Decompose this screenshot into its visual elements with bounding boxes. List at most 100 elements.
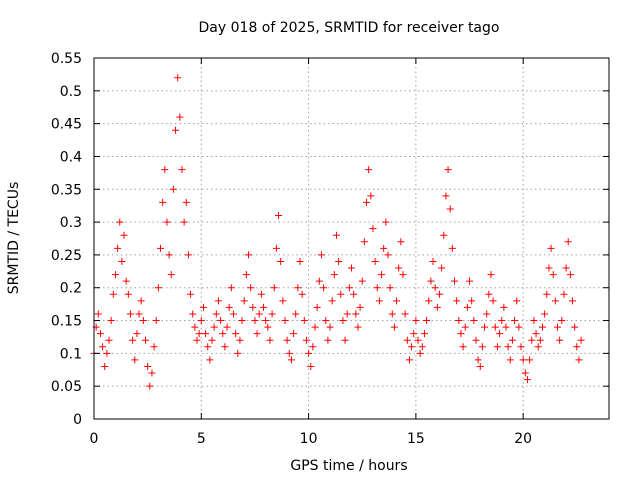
data-point [101,362,109,370]
data-point [195,330,203,338]
data-point [129,336,137,344]
data-point [172,126,180,134]
data-point [440,231,448,239]
data-point [298,290,306,298]
data-point [519,356,527,364]
data-point [545,264,553,272]
data-point [348,264,355,272]
data-point [423,317,431,325]
data-point [292,310,300,318]
data-point [455,317,463,325]
data-point [523,376,531,384]
data-point [393,297,401,305]
data-point [408,343,416,351]
data-point [103,349,111,357]
data-point [577,336,585,344]
data-point [182,198,190,206]
data-point [543,290,551,298]
data-point [272,244,280,252]
data-point [360,238,368,246]
data-point [109,290,117,298]
data-point [260,303,268,311]
data-point [315,277,323,285]
data-point [526,356,534,364]
data-point [446,205,454,213]
data-point [328,297,336,305]
data-point [204,343,212,351]
data-point [560,290,568,298]
data-point [161,166,169,174]
data-point [380,244,388,252]
data-point [217,317,225,325]
data-point [251,317,259,325]
data-point [324,336,332,344]
data-point [300,317,308,325]
data-point [513,297,521,305]
data-point [262,317,270,325]
axis-ticks [93,57,609,420]
data-point [332,231,340,239]
data-point [343,310,351,318]
data-point [266,336,274,344]
data-point [294,284,302,292]
data-point [354,323,362,331]
data-point [403,336,411,344]
data-point [232,330,240,338]
data-point [569,297,577,305]
data-point [478,343,486,351]
data-point [322,317,330,325]
data-point [363,198,371,206]
data-point [152,317,160,325]
data-point [313,303,321,311]
data-point [114,244,122,252]
x-tick-label: 0 [90,431,99,447]
data-point [210,323,218,331]
data-point [249,303,257,311]
data-point [150,343,158,351]
data-point [290,330,298,338]
data-point [453,297,461,305]
data-point [558,317,566,325]
data-point [369,225,377,233]
data-point [468,297,476,305]
data-point [551,297,559,305]
data-point [146,382,154,390]
data-point [401,310,409,318]
data-point [375,297,383,305]
data-point [498,317,506,325]
data-point [120,231,128,239]
data-point [116,218,124,226]
data-point [225,303,233,311]
data-point [556,336,564,344]
data-point [131,356,139,364]
data-point [335,257,343,265]
data-point [126,310,134,318]
y-tick-label: 0.35 [51,182,82,198]
y-tick-label: 0.15 [51,314,82,330]
data-point [264,323,272,331]
data-point [418,343,426,351]
x-axis-tick-labels: 0 5 10 15 20 [90,431,533,447]
data-point [496,330,504,338]
data-point [410,330,418,338]
data-point [281,317,289,325]
data-point [247,284,255,292]
data-point [388,310,396,318]
data-point [279,297,287,305]
data-point [189,310,197,318]
data-point [528,336,536,344]
data-point [326,323,334,331]
data-point [202,330,210,338]
data-point [463,303,471,311]
chart-title: Day 018 of 2025, SRMTID for receiver tag… [199,20,500,36]
data-point [481,323,489,331]
data-point [229,310,237,318]
y-tick-label: 0 [73,412,82,428]
data-point [139,317,147,325]
data-point [547,244,555,252]
data-point [178,166,186,174]
data-point [94,310,102,318]
data-point [373,284,381,292]
data-point [275,212,283,220]
